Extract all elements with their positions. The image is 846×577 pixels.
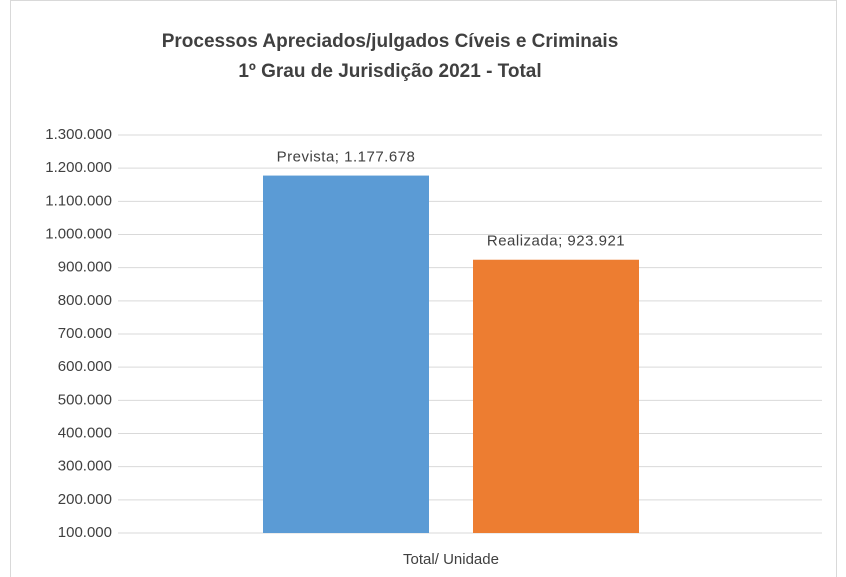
y-tick-label: 500.000 — [58, 391, 112, 408]
y-tick-label: 300.000 — [58, 458, 112, 475]
chart-title: Processos Apreciados/julgados Cíveis e C… — [162, 31, 619, 52]
y-tick-label: 600.000 — [58, 358, 112, 375]
y-tick-label: 1.100.000 — [45, 192, 112, 209]
data-label: Realizada; 923.921 — [487, 233, 625, 250]
data-label: Prevista; 1.177.678 — [277, 149, 416, 166]
y-tick-label: 1.000.000 — [45, 225, 112, 242]
y-tick-label: 1.300.000 — [45, 126, 112, 143]
y-tick-label: 700.000 — [58, 325, 112, 342]
y-tick-label: 100.000 — [58, 524, 112, 541]
y-tick-label: 400.000 — [58, 424, 112, 441]
y-tick-label: 900.000 — [58, 259, 112, 276]
bar — [263, 175, 429, 533]
bar — [473, 259, 639, 533]
y-tick-label: 200.000 — [58, 491, 112, 508]
y-tick-label: 800.000 — [58, 292, 112, 309]
chart-subtitle: 1º Grau de Jurisdição 2021 - Total — [238, 61, 541, 82]
x-tick-label: Total/ Unidade — [403, 551, 499, 568]
y-tick-label: 1.200.000 — [45, 159, 112, 176]
